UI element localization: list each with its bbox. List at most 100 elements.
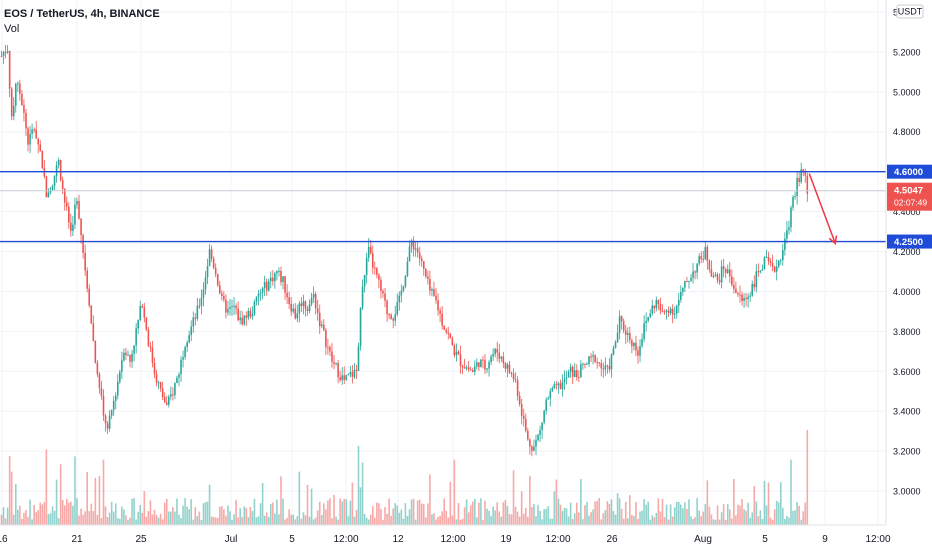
volume-bar: [782, 507, 784, 525]
volume-bar: [84, 511, 86, 525]
volume-bar: [276, 499, 278, 525]
volume-bar: [457, 503, 460, 525]
candle-body: [777, 260, 780, 267]
candle-body: [204, 277, 207, 290]
candle-body: [675, 305, 678, 314]
candle-body: [404, 275, 407, 287]
candle-body: [722, 266, 725, 270]
candle-body: [406, 261, 409, 276]
volume-bar: [235, 499, 237, 525]
volume-bar: [112, 511, 115, 525]
candle-body: [447, 332, 450, 334]
candle-body: [459, 354, 462, 366]
volume-bar: [557, 498, 560, 525]
candle-body: [137, 320, 139, 329]
candle-body: [259, 292, 262, 294]
volume-bar: [496, 502, 499, 525]
volume-bar: [51, 506, 54, 525]
candle-body: [718, 280, 721, 283]
candle-body: [510, 372, 513, 374]
volume-bar: [94, 477, 97, 525]
volume-bar: [626, 518, 629, 525]
candle-body: [775, 266, 778, 272]
volume-bar: [255, 517, 258, 525]
volume-bar: [249, 506, 252, 525]
volume-bar: [180, 517, 182, 525]
candle-body: [624, 330, 627, 335]
candle-body: [504, 363, 507, 369]
candle-body: [586, 363, 588, 365]
volume-bar: [247, 517, 250, 525]
volume-bar: [243, 506, 246, 525]
volume-bar: [563, 507, 566, 525]
volume-bar: [737, 504, 739, 525]
volume-bar: [677, 501, 680, 525]
candle-body: [741, 294, 743, 301]
volume-bar: [237, 517, 239, 525]
volume-bar: [516, 511, 519, 525]
volume-bar: [388, 498, 390, 525]
candle-body: [308, 304, 311, 312]
level-price-label: 4.6000: [894, 167, 923, 178]
volume-bar: [29, 499, 31, 525]
candle-body: [471, 370, 474, 373]
volume-bar: [578, 512, 580, 525]
candle-body: [416, 248, 419, 253]
volume-bar: [637, 518, 639, 525]
candle-body: [476, 362, 478, 367]
candle-body: [59, 160, 62, 180]
candle-body: [143, 307, 146, 318]
candle-body: [167, 396, 170, 405]
volume-bar: [704, 504, 707, 525]
candle-body: [361, 286, 364, 308]
volume-bar: [610, 499, 613, 525]
candle-body: [127, 354, 129, 356]
volume-bar: [165, 498, 168, 525]
candle-body: [218, 285, 221, 294]
volume-bar: [223, 509, 225, 525]
volume-bar: [43, 501, 46, 525]
volume-bar: [431, 514, 433, 525]
volume-bar: [159, 513, 162, 525]
volume-bar: [425, 517, 427, 525]
candle-body: [333, 361, 335, 364]
volume-bar: [798, 505, 800, 525]
candle-body: [357, 346, 360, 371]
volume-bar: [304, 515, 307, 525]
volume-bar: [602, 513, 605, 525]
volume-bar: [575, 502, 578, 525]
volume-bar: [378, 503, 380, 525]
volume-bar: [110, 501, 113, 525]
volume-bar: [345, 499, 348, 525]
candle-body: [102, 395, 105, 416]
candle-body: [629, 332, 631, 341]
volume-bar: [447, 517, 450, 525]
volume-bar: [369, 514, 372, 525]
candle-body: [396, 302, 399, 315]
x-tick-label: 12:00: [865, 534, 890, 545]
volume-bar: [4, 518, 7, 525]
candle-body: [108, 415, 111, 429]
volume-bar: [502, 502, 505, 525]
volume-bar: [716, 505, 719, 525]
candle-body: [119, 371, 121, 382]
volume-bar: [510, 514, 513, 525]
candle-body: [25, 112, 27, 129]
volume-bar: [19, 505, 21, 525]
volume-bar: [363, 513, 366, 525]
volume-bar: [569, 502, 572, 525]
volume-bar: [498, 511, 501, 525]
candle-body: [55, 165, 58, 177]
volume-bar: [531, 507, 533, 525]
candle-body: [594, 355, 596, 363]
candle-body: [335, 363, 337, 365]
x-tick-label: 9: [822, 534, 828, 545]
volume-bar: [443, 498, 445, 525]
candle-body: [382, 290, 384, 294]
volume-bar: [355, 509, 358, 525]
candle-body: [147, 329, 150, 346]
candle-body: [206, 265, 209, 278]
volume-bar: [620, 508, 623, 525]
candle-body: [400, 290, 403, 296]
candle-body: [706, 246, 709, 261]
